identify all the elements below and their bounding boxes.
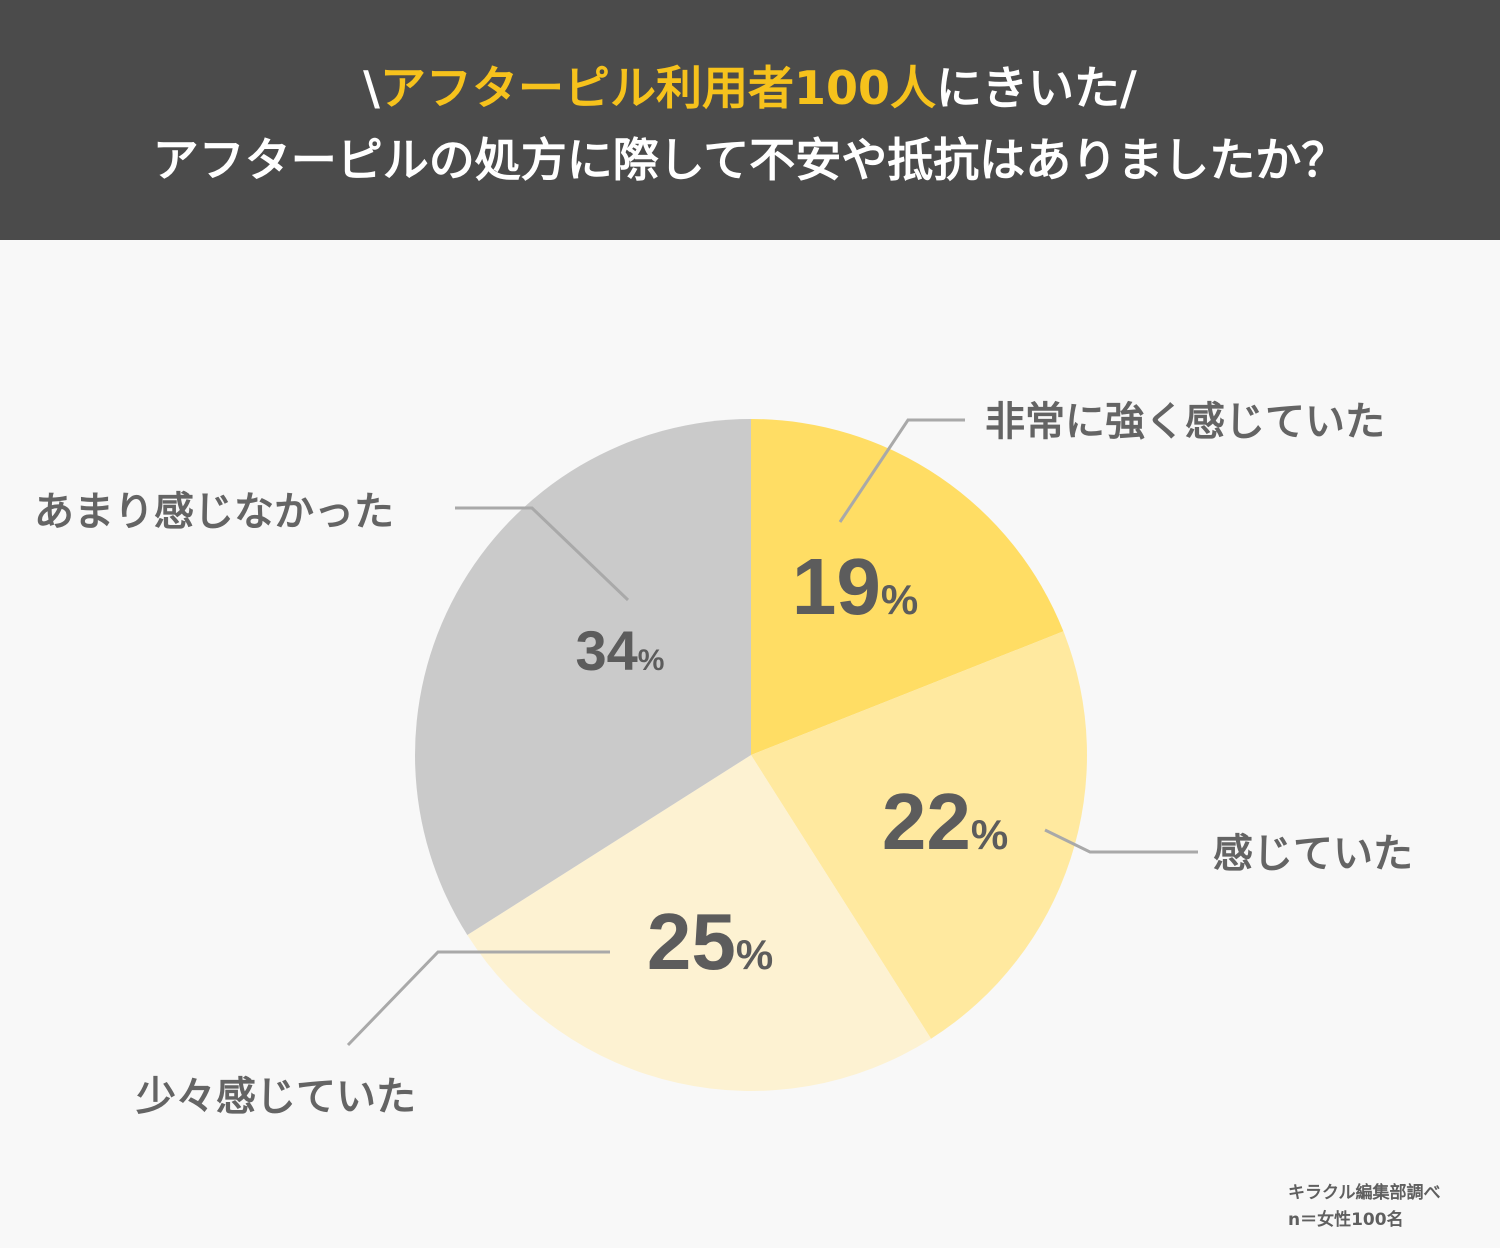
sample-size: n＝女性100名 <box>1288 1210 1404 1230</box>
leader-line-felt <box>1044 828 1198 854</box>
category-label-slightly-felt: 少々感じていた <box>136 1074 416 1120</box>
value-label-not-much: 34% <box>576 619 665 682</box>
survey-question: アフターピルの処方に際して不安や抵抗はありましたか？ <box>152 133 1348 187</box>
category-label-felt: 感じていた <box>1213 831 1413 877</box>
title-suffix: にきいた/ <box>936 61 1137 115</box>
category-label-not-much: あまり感じなかった <box>34 489 394 535</box>
title-prefix: \ <box>363 61 380 115</box>
value-unit: % <box>638 644 665 677</box>
value-number: 34 <box>576 619 638 682</box>
leader-line-not-much <box>455 506 630 602</box>
value-label-strongly-felt: 19% <box>792 542 918 631</box>
value-number: 25 <box>647 897 736 986</box>
value-label-felt: 22% <box>882 777 1008 866</box>
value-unit: % <box>971 811 1008 858</box>
title-highlight: アフターピル利用者100人 <box>379 61 937 115</box>
pie-slice-slightly-felt <box>467 755 932 1091</box>
leader-line-slightly-felt <box>346 950 610 1047</box>
value-number: 19 <box>792 542 881 631</box>
value-unit: % <box>881 576 918 623</box>
pie-slice-strongly-felt <box>751 419 1064 755</box>
pie-slice-not-much <box>415 419 751 936</box>
chart-title: \アフターピル利用者100人にきいた/ <box>0 60 1500 116</box>
source-note: キラクル編集部調べ n＝女性100名 <box>1288 1180 1441 1234</box>
header-banner: \アフターピル利用者100人にきいた/ アフターピルの処方に際して不安や抵抗はあ… <box>0 0 1500 240</box>
pie-slice-felt <box>751 631 1087 1039</box>
value-number: 22 <box>882 777 971 866</box>
source-credit: キラクル編集部調べ <box>1288 1183 1441 1203</box>
value-unit: % <box>736 931 773 978</box>
value-label-slightly-felt: 25% <box>647 897 773 986</box>
leader-line-strongly-felt <box>838 418 965 523</box>
category-label-strongly-felt: 非常に強く感じていた <box>985 399 1385 445</box>
